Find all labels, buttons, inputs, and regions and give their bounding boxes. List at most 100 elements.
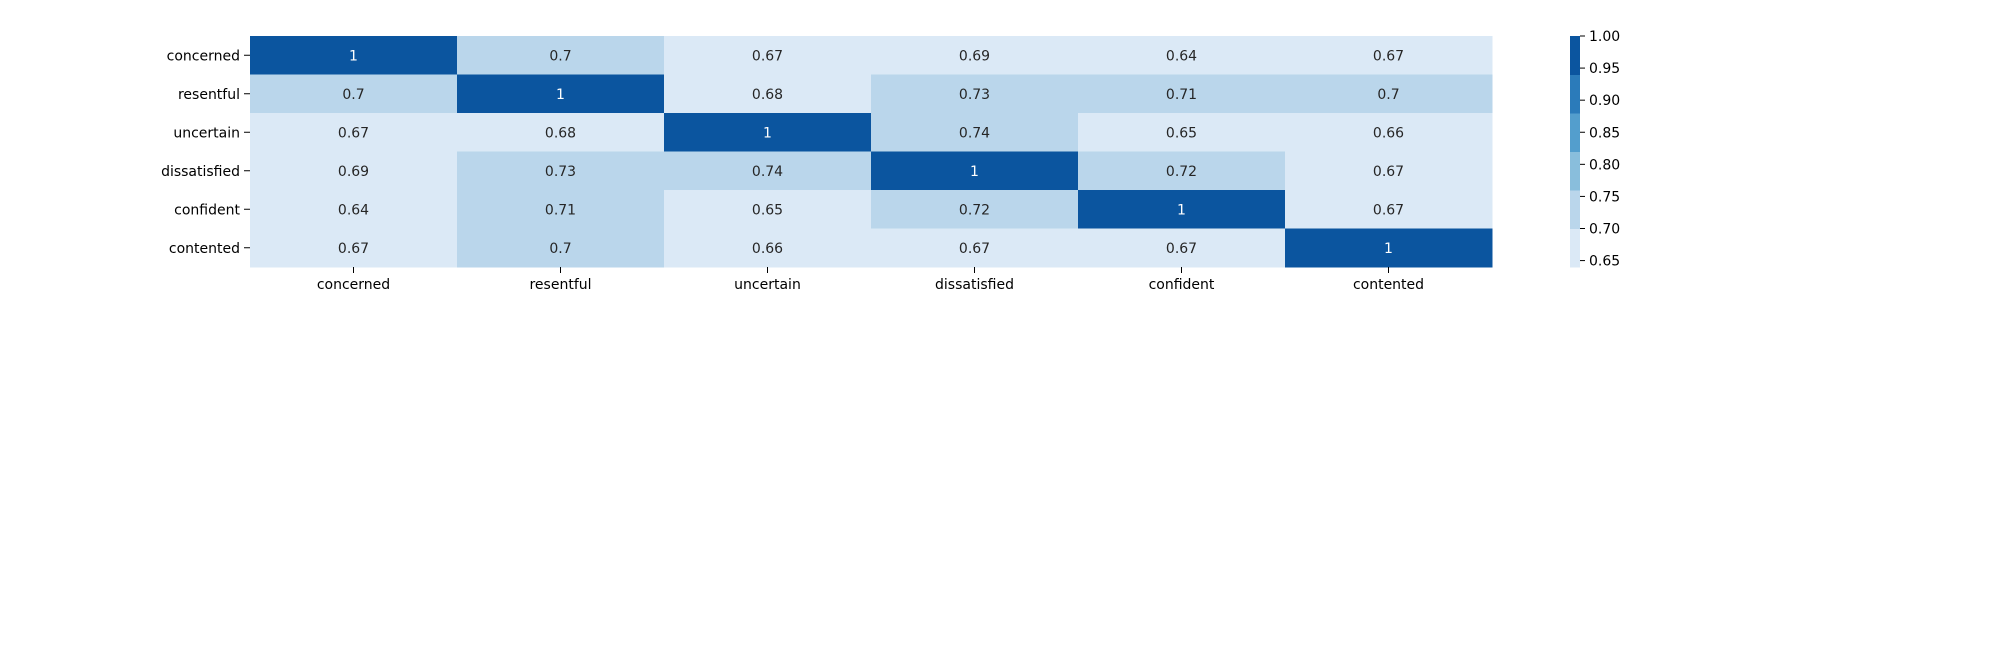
colorbar-tick-label: 1.00 (1589, 29, 1620, 45)
heatmap-cell (1285, 36, 1493, 75)
x-tick-label: concerned (317, 277, 390, 293)
heatmap-cell (871, 74, 1079, 114)
cell-value-label: 0.68 (752, 87, 783, 103)
cell-value-label: 0.73 (959, 87, 990, 103)
cell-value-label: 0.66 (1373, 125, 1404, 141)
heatmap-cell (1285, 190, 1493, 229)
colorbar-segment (1570, 113, 1580, 152)
cell-value-label: 1 (970, 164, 979, 180)
cell-value-label: 0.67 (959, 241, 990, 257)
heatmap-cell (664, 74, 872, 114)
cell-value-label: 0.71 (545, 202, 576, 218)
heatmap-cell (250, 74, 458, 114)
cell-value-label: 0.68 (545, 125, 576, 141)
colorbar-tick-label: 0.85 (1589, 125, 1620, 141)
heatmap-cell (457, 36, 665, 75)
cell-value-label: 0.7 (1377, 87, 1399, 103)
cell-value-label: 0.67 (1373, 48, 1404, 64)
heatmap-cell (1078, 151, 1286, 191)
x-tick-label: resentful (529, 277, 591, 293)
cell-value-label: 0.64 (1166, 48, 1197, 64)
heatmap-cell (871, 36, 1079, 75)
heatmap-cell (250, 228, 458, 268)
heatmap-cell (250, 190, 458, 229)
heatmap-cell (457, 113, 665, 152)
heatmap-cell (871, 190, 1079, 229)
cell-value-label: 0.7 (549, 48, 571, 64)
heatmap-cell (457, 190, 665, 229)
heatmap-cell (1285, 151, 1493, 191)
heatmap-cell (457, 228, 665, 268)
cell-value-label: 0.74 (959, 125, 990, 141)
heatmap-cell (1078, 228, 1286, 268)
cell-value-label: 0.64 (338, 202, 369, 218)
heatmap-cell (664, 151, 872, 191)
heatmap-cell (871, 228, 1079, 268)
y-tick-label: contented (169, 241, 240, 257)
heatmap-cell (1078, 74, 1286, 114)
heatmap-cell (250, 36, 458, 75)
cell-value-label: 1 (556, 87, 565, 103)
cell-value-label: 0.66 (752, 241, 783, 257)
cell-value-label: 0.67 (1373, 164, 1404, 180)
y-tick-label: uncertain (173, 125, 240, 141)
heatmap-cell (250, 151, 458, 191)
cell-value-label: 1 (763, 125, 772, 141)
cell-value-label: 1 (1384, 241, 1393, 257)
y-tick-label: confident (174, 202, 240, 218)
cell-value-label: 1 (349, 48, 358, 64)
cell-value-label: 0.67 (1373, 202, 1404, 218)
y-tick-label: concerned (167, 48, 240, 64)
heatmap-cell (871, 151, 1079, 191)
colorbar-tick-label: 0.95 (1589, 61, 1620, 77)
cell-value-label: 0.74 (752, 164, 783, 180)
cell-value-label: 0.7 (549, 241, 571, 257)
heatmap-cell (871, 113, 1079, 152)
x-tick-label: confident (1149, 277, 1215, 293)
x-tick-label: uncertain (734, 277, 801, 293)
cell-value-label: 0.65 (1166, 125, 1197, 141)
heatmap-cell (664, 228, 872, 268)
colorbar-segment (1570, 36, 1580, 75)
heatmap-cell (250, 113, 458, 152)
colorbar-segment (1570, 190, 1580, 229)
cell-value-label: 0.67 (338, 241, 369, 257)
colorbar-tick-label: 0.65 (1589, 254, 1620, 270)
cell-value-label: 1 (1177, 202, 1186, 218)
heatmap-cell (1285, 228, 1493, 268)
cell-value-label: 0.7 (342, 87, 364, 103)
heatmap-cell (1078, 113, 1286, 152)
heatmap-cell (1285, 74, 1493, 114)
colorbar-tick-label: 0.90 (1589, 93, 1620, 109)
heatmap-cell (1078, 36, 1286, 75)
heatmap-cell (457, 74, 665, 114)
cell-value-label: 0.69 (338, 164, 369, 180)
y-tick-label: resentful (178, 87, 240, 103)
colorbar-tick-label: 0.70 (1589, 222, 1620, 238)
cell-value-label: 0.69 (959, 48, 990, 64)
cell-value-label: 0.72 (959, 202, 990, 218)
colorbar-segment (1570, 74, 1580, 114)
heatmap-cell (664, 113, 872, 152)
colorbar-tick-label: 0.75 (1589, 189, 1620, 205)
cell-value-label: 0.65 (752, 202, 783, 218)
heatmap-cell (664, 190, 872, 229)
heatmap-cell (1285, 113, 1493, 152)
cell-value-label: 0.71 (1166, 87, 1197, 103)
colorbar-tick-label: 0.80 (1589, 157, 1620, 173)
cell-value-label: 0.67 (338, 125, 369, 141)
cell-value-label: 0.72 (1166, 164, 1197, 180)
x-tick-label: contented (1353, 277, 1424, 293)
cell-value-label: 0.67 (752, 48, 783, 64)
colorbar-segment (1570, 151, 1580, 191)
heatmap-cell (1078, 190, 1286, 229)
y-tick-label: dissatisfied (161, 164, 240, 180)
colorbar-segment (1570, 228, 1580, 268)
x-tick-label: dissatisfied (935, 277, 1014, 293)
cell-value-label: 0.73 (545, 164, 576, 180)
heatmap-cell (457, 151, 665, 191)
cell-value-label: 0.67 (1166, 241, 1197, 257)
heatmap-cell (664, 36, 872, 75)
